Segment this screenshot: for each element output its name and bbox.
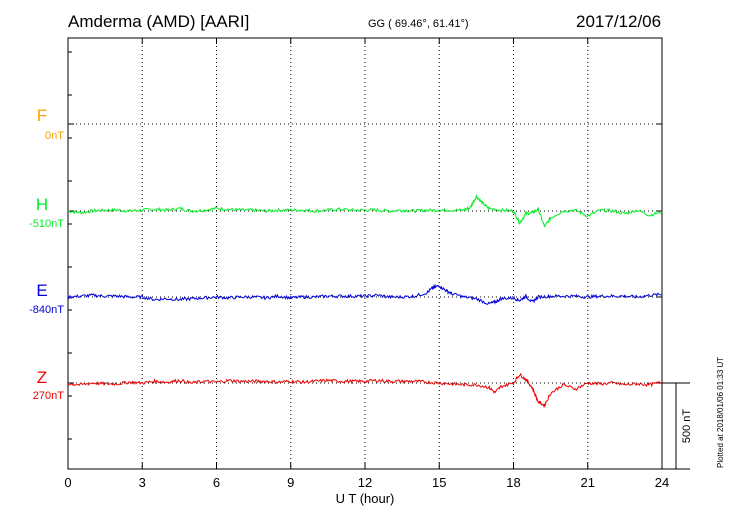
x-tick-label: 6 (213, 475, 220, 490)
x-tick-label: 3 (139, 475, 146, 490)
coordinates-label: GG ( 69.46°, 61.41°) (368, 18, 469, 30)
x-tick-label: 18 (506, 475, 520, 490)
series-name-f: F (36, 106, 48, 125)
x-tick-label: 0 (64, 475, 71, 490)
series-baseline-f: 0nT (45, 130, 64, 142)
axis-ticks (67, 38, 663, 469)
series-line-z (67, 372, 663, 409)
x-tick-label: 9 (287, 475, 294, 490)
station-title: Amderma (AMD) [AARI] (68, 12, 250, 31)
scale-bar-label: 500 nT (681, 409, 693, 444)
x-tick-label: 12 (358, 475, 372, 490)
grid-lines (68, 38, 662, 469)
series-baseline-z: 270nT (32, 390, 64, 402)
series-name-z: Z (36, 368, 48, 387)
x-tick-label: 15 (432, 475, 446, 490)
x-tick-label: 24 (655, 475, 669, 490)
x-tick-label: 21 (581, 475, 595, 490)
scale-bar: 500 nT (662, 382, 693, 470)
series-line-h (68, 193, 663, 227)
series-name-e: E (36, 281, 48, 300)
series-baseline-e: -840nT (29, 304, 64, 316)
date-label: 2017/12/06 (576, 12, 662, 31)
series-line-e (67, 283, 663, 305)
series-lines (67, 193, 663, 409)
series-name-h: H (35, 195, 49, 214)
x-axis-label: U T (hour) (336, 491, 395, 506)
series-baseline-h: -510nT (29, 218, 64, 230)
x-tick-labels: 0 3 6 9 12 15 18 21 24 (64, 475, 669, 490)
